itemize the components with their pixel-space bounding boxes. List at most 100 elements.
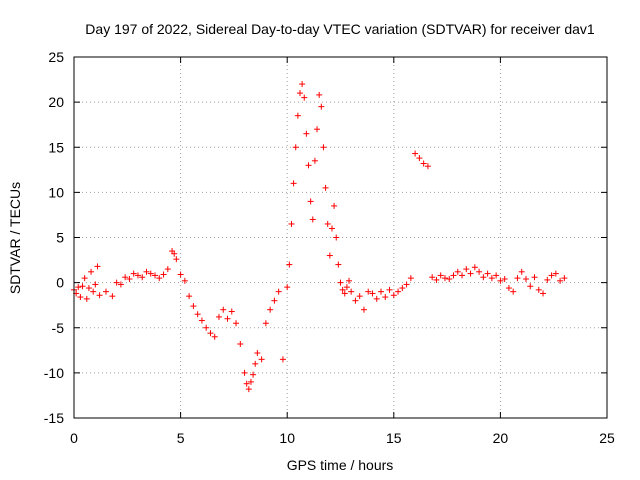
data-point [540, 290, 547, 297]
data-point [429, 274, 436, 281]
data-point [245, 386, 252, 393]
data-point [311, 157, 318, 164]
y-tick-label: 10 [48, 184, 64, 200]
data-point [156, 275, 163, 282]
data-point [102, 288, 109, 295]
data-point [152, 272, 159, 279]
data-point [130, 270, 137, 277]
data-point [412, 150, 419, 157]
data-point [433, 276, 440, 283]
data-point [356, 293, 363, 300]
data-point [497, 277, 504, 284]
data-point [341, 290, 348, 297]
data-point [299, 81, 306, 88]
data-point [467, 270, 474, 277]
data-point [271, 297, 278, 304]
data-point [493, 272, 500, 279]
data-point [407, 275, 414, 282]
data-point [77, 294, 84, 301]
data-point [171, 250, 178, 257]
data-point [382, 294, 389, 301]
data-point [324, 220, 331, 227]
data-point [322, 184, 329, 191]
grid-lines [74, 57, 607, 418]
data-point [252, 360, 259, 367]
data-point [267, 306, 274, 313]
data-point [294, 112, 301, 119]
data-point [437, 272, 444, 279]
data-point [254, 350, 261, 357]
data-point [346, 277, 353, 284]
data-point [501, 276, 508, 283]
data-point [237, 340, 244, 347]
data-point [505, 285, 512, 292]
data-point [390, 292, 397, 299]
data-point [122, 274, 129, 281]
data-point [352, 297, 359, 304]
data-point [522, 276, 529, 283]
data-point [301, 94, 308, 101]
x-tick-label: 15 [386, 430, 402, 446]
data-point [446, 276, 453, 283]
data-point [292, 144, 299, 151]
data-point [177, 271, 184, 278]
y-tick-label: -5 [52, 320, 65, 336]
data-point [247, 378, 254, 385]
y-axis-label: SDTVAR / TECUs [7, 182, 23, 294]
data-point [403, 281, 410, 288]
data-point [527, 283, 534, 290]
data-point [186, 293, 193, 300]
data-point [203, 324, 210, 331]
data-point [535, 286, 542, 293]
data-point [463, 266, 470, 273]
data-point [113, 279, 120, 286]
data-point [328, 225, 335, 232]
data-point [134, 272, 141, 279]
data-point [454, 268, 461, 275]
data-point [399, 285, 406, 292]
data-point [318, 103, 325, 110]
data-points [71, 81, 568, 393]
data-point [552, 270, 559, 277]
data-point [258, 356, 265, 363]
x-tick-label: 20 [493, 430, 509, 446]
data-point [286, 261, 293, 268]
data-point [224, 315, 231, 322]
data-point [544, 276, 551, 283]
data-point [459, 272, 466, 279]
data-point [343, 284, 350, 291]
x-axis-label: GPS time / hours [287, 457, 394, 473]
data-point [420, 160, 427, 167]
data-point [164, 266, 171, 273]
data-point [514, 275, 521, 282]
data-point [79, 283, 86, 290]
data-point [173, 256, 180, 263]
data-point [275, 288, 282, 295]
data-point [241, 369, 248, 376]
x-tick-label: 10 [279, 430, 295, 446]
data-point [250, 371, 257, 378]
data-point [531, 274, 538, 281]
y-tick-label: 15 [48, 139, 64, 155]
data-point [215, 313, 222, 320]
data-point [279, 356, 286, 363]
data-point [147, 270, 154, 277]
y-tick-label: -15 [44, 410, 64, 426]
data-point [75, 284, 82, 291]
y-tick-label: 5 [56, 230, 64, 246]
data-point [480, 274, 487, 281]
y-tick-label: -10 [44, 365, 64, 381]
data-point [233, 320, 240, 327]
x-tick-label: 25 [599, 430, 615, 446]
data-point [81, 275, 88, 282]
data-point [288, 220, 295, 227]
data-point [557, 277, 564, 284]
data-point [424, 163, 431, 170]
data-point [194, 311, 201, 318]
data-point [518, 268, 525, 275]
data-point [373, 295, 380, 302]
data-point [395, 288, 402, 295]
data-point [548, 272, 555, 279]
